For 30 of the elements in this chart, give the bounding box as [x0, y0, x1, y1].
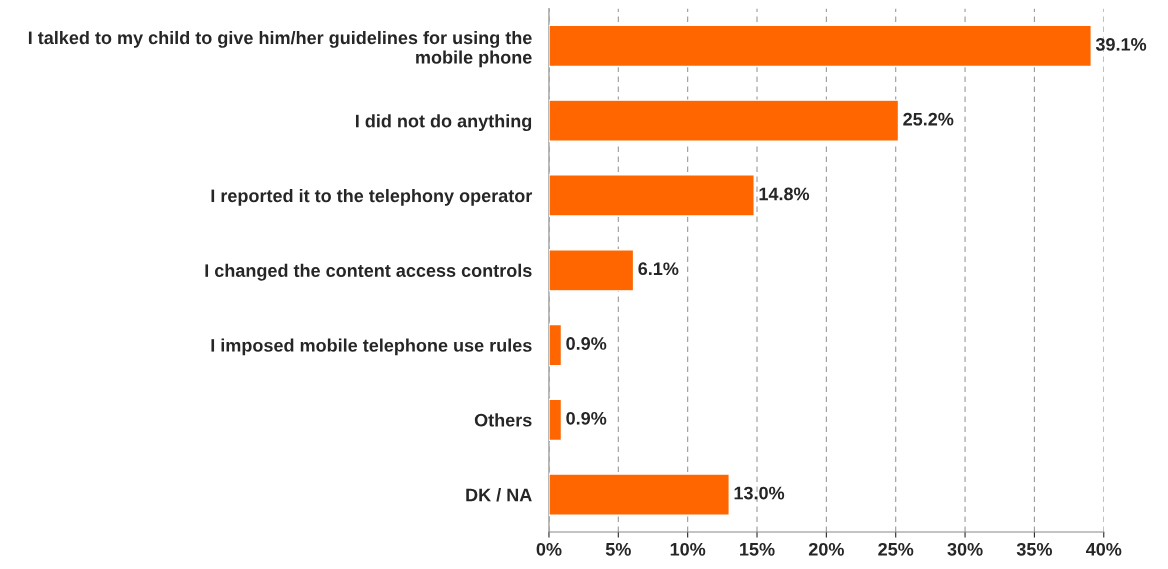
bar — [548, 24, 1092, 68]
data-label: 0.9% — [566, 411, 607, 425]
x-tick-label: 40% — [1085, 542, 1122, 556]
y-tick-label: DK / NA — [466, 488, 532, 502]
x-tick-label: 30% — [947, 542, 983, 556]
y-tick-label: I did not do anything — [356, 114, 532, 132]
data-label: 13.0% — [734, 486, 785, 500]
bar — [548, 174, 755, 217]
y-tick-label: I talked to my child to give him/her guidelines for using the mobile phone — [28, 30, 532, 68]
x-tick-label: 35% — [1016, 542, 1052, 556]
data-label: 6.1% — [638, 262, 679, 276]
x-tick-label: 15% — [740, 542, 775, 556]
x-tick-label: 25% — [878, 542, 914, 556]
x-tick-label: 20% — [808, 542, 844, 556]
data-label: 14.8% — [759, 187, 810, 201]
bar — [548, 249, 635, 292]
x-tick-label: 5% — [605, 542, 631, 556]
y-tick-label: I reported it to the telephony operator — [211, 188, 533, 206]
y-tick-label: I changed the content access controls — [205, 263, 532, 281]
bar — [548, 323, 563, 367]
bar — [548, 398, 563, 442]
data-label: 39.1% — [1095, 37, 1147, 51]
bar — [548, 99, 900, 142]
data-label: 0.9% — [566, 337, 607, 350]
y-tick-label: I imposed mobile telephone use rules — [211, 338, 532, 356]
data-label: 25.2% — [903, 112, 954, 126]
x-tick-label: 10% — [670, 542, 706, 556]
x-tick-label: 0% — [536, 542, 562, 556]
bar — [548, 473, 730, 516]
y-tick-label: Others — [474, 413, 532, 427]
